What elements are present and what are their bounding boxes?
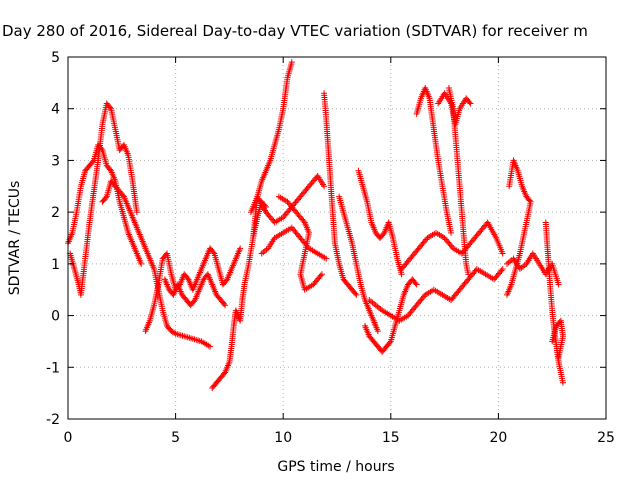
data-point [184, 275, 191, 282]
data-point [318, 271, 325, 278]
data-point [222, 302, 229, 309]
data-point [559, 379, 566, 386]
series-arc-9 [258, 224, 330, 262]
series-arc-4 [142, 245, 244, 335]
x-tick-label: 10 [274, 430, 292, 446]
data-points [65, 59, 566, 391]
series-arc-12 [336, 193, 381, 335]
series-arc-23 [549, 317, 566, 360]
data-point [237, 245, 244, 252]
data-point [380, 231, 387, 238]
y-axis-ticks: -2 -1 0 1 2 3 4 5 [46, 50, 606, 428]
series-arc-21 [504, 250, 562, 288]
data-point [119, 192, 126, 199]
data-point [448, 243, 455, 250]
data-point [421, 293, 428, 300]
y-axis-label: SDTVAR / TECUs [7, 181, 23, 296]
y-tick-label: 2 [51, 205, 60, 221]
y-tick-label: 4 [51, 102, 60, 118]
data-point [555, 353, 562, 360]
chart-title: Day 280 of 2016, Sidereal Day-to-day VTE… [2, 22, 588, 40]
data-point [106, 104, 113, 111]
series-arc-16 [398, 219, 506, 273]
series-arc-17 [413, 85, 455, 236]
data-point [89, 158, 96, 165]
data-point [504, 291, 511, 298]
data-point [466, 99, 473, 106]
data-point [207, 343, 214, 350]
series-arc-1 [65, 141, 145, 267]
x-tick-label: 0 [64, 430, 73, 446]
data-point [300, 218, 307, 225]
series-arc-14 [361, 276, 420, 355]
series-arc-8 [247, 172, 328, 226]
y-tick-label: 3 [51, 153, 60, 169]
data-point [171, 329, 178, 336]
data-point [221, 300, 228, 307]
data-point [190, 298, 197, 305]
data-point [223, 277, 230, 284]
series-arc-15 [366, 266, 506, 324]
plot-frame [67, 56, 607, 420]
data-point [323, 255, 330, 262]
data-point [386, 339, 393, 346]
x-axis-label: GPS time / hours [277, 459, 394, 475]
data-point [467, 100, 474, 107]
data-point [498, 267, 505, 274]
data-point [499, 266, 506, 273]
data-point [412, 280, 419, 287]
data-point [465, 271, 472, 278]
x-axis-ticks: 0 5 10 15 20 25 [64, 57, 615, 446]
series-arc-20 [504, 157, 534, 298]
x-tick-label: 25 [597, 430, 615, 446]
series-arc-10 [275, 193, 325, 293]
data-point [352, 290, 359, 297]
y-tick-label: -1 [46, 360, 60, 376]
data-point [398, 271, 405, 278]
series-arc-13 [355, 167, 405, 278]
data-point [138, 260, 145, 267]
data-point [221, 370, 228, 377]
data-point [106, 166, 113, 173]
series-arc-3 [99, 178, 214, 350]
data-point [133, 209, 140, 216]
series-arc-5 [161, 271, 229, 309]
data-point [288, 59, 295, 66]
data-point [353, 291, 360, 298]
data-point [413, 281, 420, 288]
data-point [423, 236, 430, 243]
data-point [102, 194, 109, 201]
data-point [526, 197, 533, 204]
data-point [210, 249, 217, 256]
data-point [321, 183, 328, 190]
y-tick-label: 1 [51, 257, 60, 273]
y-tick-label: 0 [51, 309, 60, 325]
data-point [317, 272, 324, 279]
y-tick-label: 5 [51, 50, 60, 66]
x-tick-label: 15 [382, 430, 400, 446]
gridlines [68, 57, 606, 419]
data-point [448, 229, 455, 236]
y-tick-label: -2 [46, 412, 60, 428]
data-point [374, 328, 381, 335]
series-arc-2 [67, 100, 140, 298]
series-arc-11 [321, 90, 360, 298]
x-tick-label: 20 [489, 430, 507, 446]
series-arc-22 [542, 219, 566, 386]
data-point [499, 250, 506, 257]
series-arc-19 [435, 90, 474, 128]
x-tick-label: 5 [171, 430, 180, 446]
data-point [555, 281, 562, 288]
